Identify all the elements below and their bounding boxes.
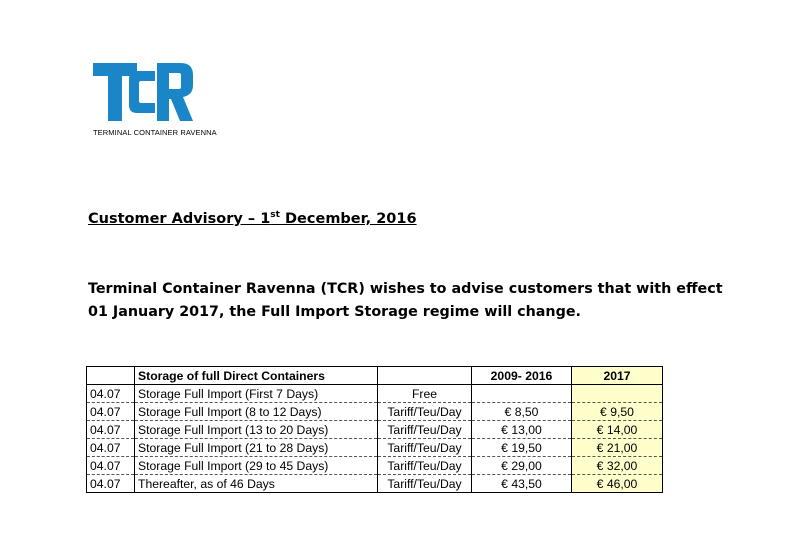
table-header-row: Storage of full Direct Containers 2009- …	[86, 366, 663, 385]
header-description: Storage of full Direct Containers	[134, 366, 378, 385]
tcr-logo: TERMINAL CONTAINER RAVENNA	[93, 63, 223, 143]
table-row: 04.07 Storage Full Import (13 to 20 Days…	[86, 420, 663, 439]
row-unit: Tariff/Teu/Day	[377, 420, 472, 439]
row-code: 04.07	[86, 456, 135, 475]
row-unit: Tariff/Teu/Day	[377, 438, 472, 457]
row-old-rate: € 13,00	[471, 420, 572, 439]
heading-date: December, 2016	[279, 211, 417, 227]
header-new-period: 2017	[571, 366, 663, 385]
header-unit	[377, 366, 472, 385]
row-new-rate: € 46,00	[571, 474, 663, 493]
row-unit: Tariff/Teu/Day	[377, 474, 472, 493]
heading-ordinal: st	[270, 210, 280, 221]
row-new-rate: € 14,00	[571, 420, 663, 439]
heading-main: Customer Advisory – 1	[88, 211, 271, 227]
row-code: 04.07	[86, 420, 135, 439]
row-description: Storage Full Import (21 to 28 Days)	[134, 438, 378, 457]
intro-paragraph: Terminal Container Ravenna (TCR) wishes …	[88, 281, 723, 320]
row-old-rate: € 29,00	[471, 456, 572, 475]
storage-tariff-table: Storage of full Direct Containers 2009- …	[86, 366, 663, 493]
row-code: 04.07	[86, 474, 135, 493]
row-description: Storage Full Import (13 to 20 Days)	[134, 420, 378, 439]
row-unit: Free	[377, 384, 472, 403]
table-row: 04.07 Storage Full Import (29 to 45 Days…	[86, 456, 663, 475]
row-old-rate	[471, 384, 572, 403]
row-description: Storage Full Import (29 to 45 Days)	[134, 456, 378, 475]
row-old-rate: € 19,50	[471, 438, 572, 457]
row-new-rate: € 21,00	[571, 438, 663, 457]
table-row: 04.07 Thereafter, as of 46 Days Tariff/T…	[86, 474, 663, 493]
advisory-heading: Customer Advisory – 1st December, 2016	[88, 211, 417, 227]
row-description: Thereafter, as of 46 Days	[134, 474, 378, 493]
row-new-rate	[571, 384, 663, 403]
row-new-rate: € 32,00	[571, 456, 663, 475]
table-row: 04.07 Storage Full Import (8 to 12 Days)…	[86, 402, 663, 421]
row-new-rate: € 9,50	[571, 402, 663, 421]
row-description: Storage Full Import (First 7 Days)	[134, 384, 378, 403]
row-code: 04.07	[86, 402, 135, 421]
row-unit: Tariff/Teu/Day	[377, 402, 472, 421]
table-row: 04.07 Storage Full Import (First 7 Days)…	[86, 384, 663, 403]
table-row: 04.07 Storage Full Import (21 to 28 Days…	[86, 438, 663, 457]
logo-caption: TERMINAL CONTAINER RAVENNA	[93, 128, 217, 137]
row-code: 04.07	[86, 384, 135, 403]
tcr-logo-mark	[93, 63, 193, 121]
row-old-rate: € 43,50	[471, 474, 572, 493]
row-description: Storage Full Import (8 to 12 Days)	[134, 402, 378, 421]
row-code: 04.07	[86, 438, 135, 457]
row-unit: Tariff/Teu/Day	[377, 456, 472, 475]
header-code	[86, 366, 135, 385]
header-old-period: 2009- 2016	[471, 366, 572, 385]
row-old-rate: € 8,50	[471, 402, 572, 421]
